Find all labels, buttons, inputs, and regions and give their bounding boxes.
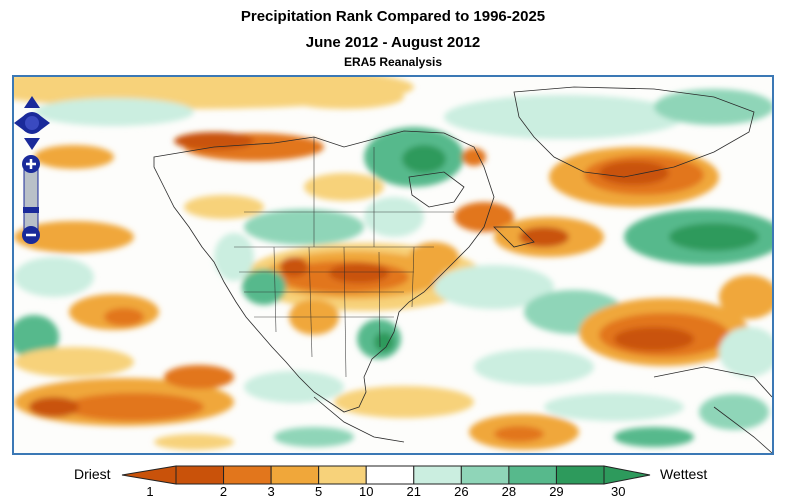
legend-swatch (555, 465, 605, 485)
legend-tick-label: 3 (267, 484, 275, 499)
map-canvas[interactable] (14, 77, 772, 453)
legend-swatch (460, 465, 510, 485)
legend-swatch (413, 465, 462, 485)
pan-up-icon[interactable] (24, 96, 40, 108)
coastlines (153, 86, 772, 453)
legend-wettest-arrow (603, 465, 651, 485)
legend-swatch (318, 465, 367, 485)
zoom-slider-handle[interactable] (23, 207, 39, 213)
legend-driest-arrow (121, 465, 177, 485)
data-source: ERA5 Reanalysis (343, 55, 443, 69)
pan-down-icon[interactable] (24, 138, 40, 150)
date-range: June 2012 - August 2012 (305, 34, 481, 51)
legend-swatch (175, 465, 225, 485)
color-legend (121, 465, 651, 485)
legend-swatch (365, 465, 415, 485)
legend-swatch (508, 465, 557, 485)
legend-tick-label: 28 (501, 484, 517, 499)
legend-tick-label: 1 (146, 484, 154, 499)
legend-tick-label: 5 (315, 484, 323, 499)
legend-tick-label: 21 (406, 484, 421, 499)
precipitation-map[interactable] (12, 75, 774, 455)
map-title: Precipitation Rank Compared to 1996-2025 (240, 8, 546, 25)
legend-tick-label: 10 (358, 484, 374, 499)
legend-tick-label: 2 (219, 484, 228, 499)
zoom-track[interactable] (23, 164, 39, 236)
pan-arrows-icon[interactable] (14, 96, 50, 150)
legend-tick-label: 26 (454, 484, 469, 499)
pan-center-inner-icon (25, 116, 39, 130)
legend-swatch (270, 465, 320, 485)
state-borders (234, 137, 454, 378)
legend-wettest-label: Wettest (660, 466, 708, 482)
legend-tick-label: 29 (549, 484, 564, 499)
legend-driest-label: Driest (74, 466, 111, 482)
legend-swatch (223, 465, 272, 485)
zoom-bar[interactable] (20, 155, 42, 245)
precip-rank-field (14, 77, 772, 450)
legend-tick-label: 30 (611, 484, 626, 499)
plus-glyph (26, 159, 36, 169)
